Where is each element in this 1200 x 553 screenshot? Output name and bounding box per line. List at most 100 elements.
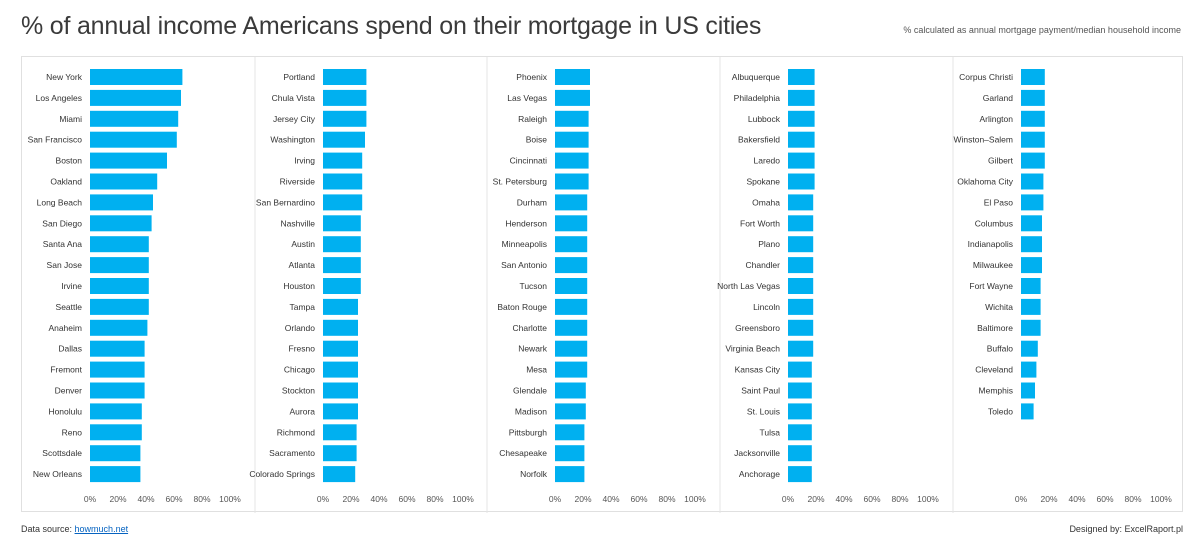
bar: [555, 298, 588, 315]
category-label: Arlington: [979, 114, 1013, 124]
bar: [555, 194, 588, 211]
bar: [788, 152, 815, 169]
category-label: Spokane: [746, 177, 780, 187]
chart-title: % of annual income Americans spend on th…: [21, 12, 762, 40]
bar: [90, 361, 145, 378]
bar: [555, 466, 585, 483]
bar: [788, 403, 812, 420]
x-tick-label: 0%: [84, 494, 97, 504]
category-label: Tulsa: [760, 427, 781, 437]
bar: [90, 89, 181, 106]
category-label: Seattle: [56, 302, 83, 312]
bar: [323, 89, 367, 106]
bar: [788, 298, 814, 315]
category-label: Laredo: [754, 156, 781, 166]
bar: [788, 257, 814, 274]
x-tick-label: 20%: [342, 494, 359, 504]
category-label: Raleigh: [518, 114, 547, 124]
bar: [323, 424, 357, 441]
category-label: Las Vegas: [507, 93, 547, 103]
category-label: Houston: [283, 281, 315, 291]
bar: [323, 298, 358, 315]
category-label: El Paso: [984, 197, 1014, 207]
category-label: Phoenix: [516, 72, 547, 82]
bar: [555, 110, 589, 127]
category-label: Norfolk: [520, 469, 548, 479]
category-label: Fort Worth: [740, 218, 780, 228]
bar: [555, 340, 588, 357]
category-label: Buffalo: [987, 344, 1014, 354]
category-label: Greensboro: [735, 323, 780, 333]
bar: [323, 278, 361, 294]
x-tick-label: 40%: [602, 494, 619, 504]
bar: [555, 257, 588, 274]
category-label: San Jose: [47, 260, 83, 270]
x-tick-label: 0%: [782, 494, 795, 504]
bar: [1021, 278, 1041, 294]
bar: [555, 424, 585, 441]
bar: [323, 382, 358, 399]
bar: [323, 215, 361, 232]
x-tick-label: 100%: [917, 494, 939, 504]
category-label: Memphis: [979, 386, 1013, 396]
category-label: Bakersfield: [738, 135, 780, 145]
bar: [788, 69, 815, 85]
bar: [323, 131, 365, 148]
bar: [1021, 131, 1045, 148]
bar: [555, 152, 589, 169]
category-label: Boston: [56, 156, 83, 166]
bar: [788, 173, 815, 190]
category-label: Atlanta: [289, 260, 316, 270]
bar: [1021, 152, 1045, 169]
category-label: Chandler: [746, 260, 781, 270]
chart-subtitle: % calculated as annual mortgage payment/…: [903, 25, 1181, 35]
bar: [1021, 361, 1037, 378]
data-source-link[interactable]: howmuch.net: [74, 524, 129, 534]
bar: [90, 257, 149, 274]
bar: [788, 215, 814, 232]
bar: [90, 69, 183, 85]
bar: [323, 110, 367, 127]
category-label: Tucson: [519, 281, 547, 291]
category-label: Miami: [59, 114, 82, 124]
bar: [555, 69, 590, 85]
bar: [90, 215, 152, 232]
category-label: Jacksonville: [734, 448, 780, 458]
category-label: Newark: [518, 344, 548, 354]
bar: [555, 173, 589, 190]
category-label: San Francisco: [28, 135, 83, 145]
x-tick-label: 80%: [891, 494, 908, 504]
bar: [323, 173, 363, 190]
bar: [555, 445, 585, 462]
bar: [90, 466, 141, 483]
bar: [323, 69, 367, 85]
chart-panel-5: Corpus Christi Garland Arlington Winston–Sa…: [953, 69, 1172, 504]
category-label: Omaha: [752, 197, 780, 207]
bar: [1021, 69, 1045, 85]
chart-panel-1: New York Los Angeles Miami San Francisco Bos…: [28, 69, 241, 504]
bar: [555, 131, 589, 148]
category-label: Philadelphia: [734, 93, 781, 103]
category-label: Boise: [526, 135, 548, 145]
bar: [90, 319, 148, 336]
x-tick-label: 0%: [317, 494, 330, 504]
category-label: Fresno: [289, 344, 316, 354]
bar: [1021, 110, 1045, 127]
category-label: Denver: [55, 386, 83, 396]
bar: [788, 89, 815, 106]
category-label: Chula Vista: [272, 93, 316, 103]
x-tick-label: 40%: [1068, 494, 1085, 504]
category-label: North Las Vegas: [717, 281, 780, 291]
bar: [1021, 403, 1034, 420]
bar: [555, 319, 588, 336]
category-label: Cincinnati: [510, 156, 547, 166]
bar: [788, 340, 814, 357]
x-tick-label: 40%: [137, 494, 154, 504]
category-label: Lubbock: [748, 114, 781, 124]
chart-panel-2: Portland Chula Vista Jersey City Washington…: [249, 69, 474, 504]
category-label: San Diego: [42, 218, 82, 228]
x-tick-label: 60%: [398, 494, 415, 504]
x-tick-label: 100%: [219, 494, 241, 504]
bar: [323, 445, 357, 462]
category-label: Minneapolis: [502, 239, 547, 249]
